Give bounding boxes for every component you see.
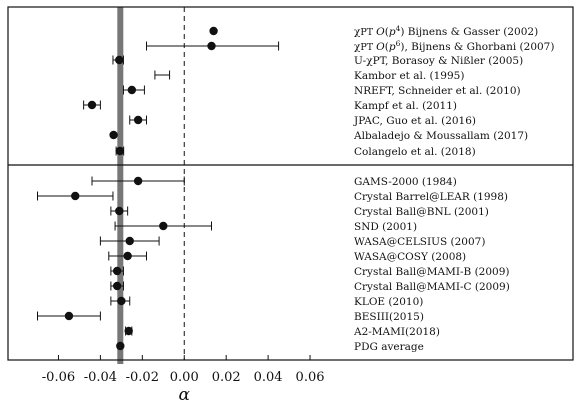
x-tick-label: -0.04 — [84, 370, 117, 385]
row-label: NREFT, Schneider et al. (2010) — [354, 85, 521, 97]
row-label: Crystal Ball@MAMI-C (2009) — [354, 281, 510, 293]
row-label: BESIII(2015) — [354, 311, 424, 323]
x-tick-label: 0.02 — [212, 370, 241, 385]
row-label: WASA@CELSIUS (2007) — [354, 236, 485, 248]
data-point — [112, 281, 122, 291]
row-label: JPAC, Guo et al. (2016) — [353, 115, 476, 127]
data-point — [133, 176, 143, 186]
pdg-band-layer — [117, 7, 124, 364]
data-point — [109, 130, 118, 140]
row-label: Crystal Ball@BNL (2001) — [354, 206, 489, 218]
row-label: A2-MAMI(2018) — [353, 326, 440, 338]
row-label: Albaladejo & Moussallam (2017) — [353, 130, 528, 142]
x-tick-label: 0.04 — [254, 370, 283, 385]
data-point — [125, 236, 134, 246]
data-point — [133, 115, 143, 125]
data-point — [209, 26, 218, 36]
data-point — [115, 55, 124, 65]
x-tick-label: -0.02 — [126, 370, 159, 385]
row-label: GAMS-2000 (1984) — [354, 176, 457, 188]
row-label: PDG average — [354, 341, 424, 353]
data-point — [112, 266, 122, 276]
data-point — [127, 85, 137, 95]
row-label: Kampf et al. (2011) — [354, 100, 457, 112]
data-point — [64, 311, 74, 321]
row-labels-layer: χPT O(p4) Bijnens & Gasser (2002)χPT O(p… — [353, 24, 554, 354]
x-axis-title: α — [179, 385, 191, 404]
row-label: SND (2001) — [354, 221, 417, 233]
x-tick-label: 0.06 — [296, 370, 325, 385]
data-point — [115, 146, 125, 156]
row-label: χPT O(p4) Bijnens & Gasser (2002) — [354, 24, 538, 39]
x-tick-label: 0.00 — [170, 370, 199, 385]
row-label: Colangelo et al. (2018) — [354, 146, 476, 158]
data-marks-layer — [37, 26, 280, 351]
row-label: Crystal Barrel@LEAR (1998) — [354, 191, 508, 203]
pdg-average-band — [117, 7, 124, 364]
data-point — [87, 100, 97, 110]
data-point — [123, 251, 132, 261]
plot-frame — [7, 6, 574, 361]
data-point — [117, 296, 126, 306]
row-label: U-χPT, Borasoy & Nißler (2005) — [354, 55, 523, 67]
row-label: KLOE (2010) — [354, 296, 423, 308]
row-label: WASA@COSY (2008) — [354, 251, 466, 263]
data-point — [207, 41, 216, 51]
data-point — [71, 191, 80, 201]
data-point — [124, 326, 133, 336]
plot-frame-layer — [7, 6, 574, 361]
data-point — [116, 341, 125, 351]
row-label: χPT O(p6), Bijnens & Ghorbani (2007) — [354, 39, 554, 54]
x-axis-layer: -0.06 -0.04 -0.02 0.00 0.02 0.04 0.06 α — [42, 355, 325, 404]
row-label: Kambor et al. (1995) — [354, 70, 464, 82]
row-label: Crystal Ball@MAMI-B (2009) — [354, 266, 510, 278]
data-point — [115, 206, 124, 216]
data-point — [159, 221, 168, 231]
x-tick-label: -0.06 — [42, 370, 75, 385]
